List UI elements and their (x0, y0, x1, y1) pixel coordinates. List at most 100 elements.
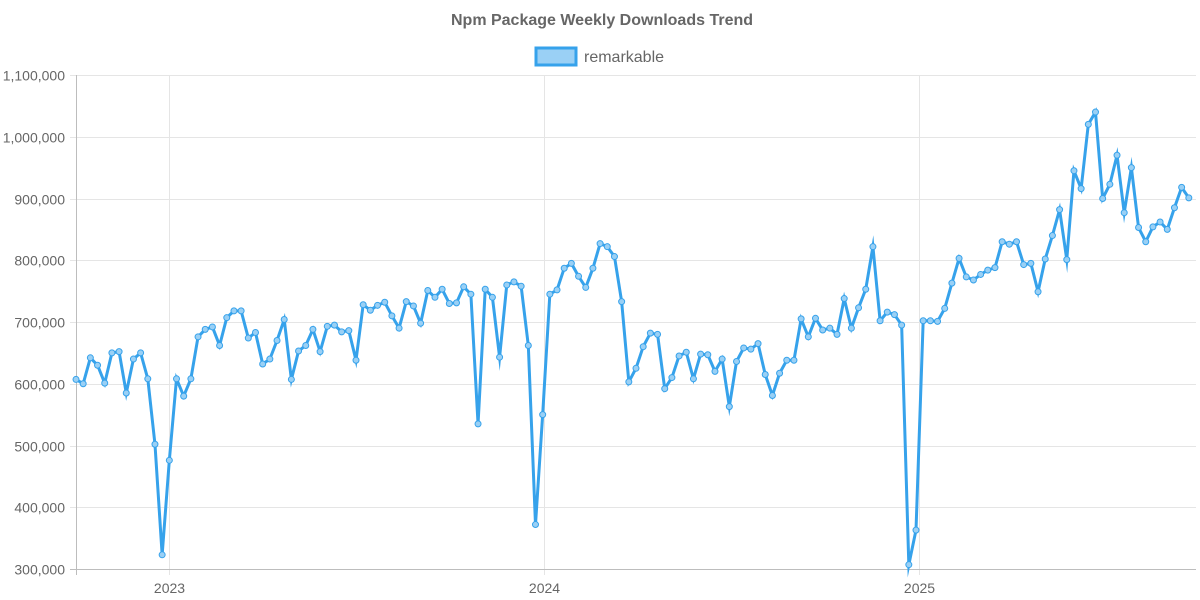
data-point[interactable] (201, 325, 209, 333)
data-point[interactable] (711, 367, 719, 375)
data-point[interactable] (654, 330, 662, 338)
data-point[interactable] (661, 385, 669, 393)
data-point[interactable] (790, 356, 798, 364)
data-point[interactable] (144, 375, 152, 383)
data-point[interactable] (86, 354, 94, 362)
data-point[interactable] (1120, 209, 1128, 217)
data-point[interactable] (733, 358, 741, 366)
data-point[interactable] (1185, 194, 1193, 202)
data-point[interactable] (295, 347, 303, 355)
data-point[interactable] (618, 298, 626, 306)
data-point[interactable] (223, 314, 231, 322)
data-point[interactable] (603, 243, 611, 251)
data-point[interactable] (424, 287, 432, 295)
data-point[interactable] (847, 324, 855, 332)
data-point[interactable] (374, 301, 382, 309)
data-point[interactable] (941, 304, 949, 312)
data-point[interactable] (216, 341, 224, 349)
data-point[interactable] (338, 328, 346, 336)
data-point[interactable] (768, 391, 776, 399)
data-point[interactable] (984, 266, 992, 274)
data-point[interactable] (811, 314, 819, 322)
data-point[interactable] (1041, 255, 1049, 263)
data-point[interactable] (610, 253, 618, 261)
data-point[interactable] (409, 302, 417, 310)
data-point[interactable] (697, 350, 705, 358)
data-point[interactable] (503, 281, 511, 289)
data-point[interactable] (704, 351, 712, 359)
data-point[interactable] (675, 352, 683, 360)
data-point[interactable] (323, 322, 331, 330)
data-point[interactable] (912, 526, 920, 534)
data-point[interactable] (187, 375, 195, 383)
legend[interactable]: remarkable (534, 46, 664, 67)
data-point[interactable] (1084, 120, 1092, 128)
data-point[interactable] (776, 369, 784, 377)
data-point[interactable] (330, 321, 338, 329)
data-point[interactable] (689, 375, 697, 383)
data-point[interactable] (1013, 238, 1021, 246)
data-point[interactable] (230, 307, 238, 315)
data-point[interactable] (1127, 164, 1135, 172)
legend-swatch[interactable] (534, 46, 578, 67)
data-point[interactable] (402, 298, 410, 306)
data-point[interactable] (539, 411, 547, 419)
data-point[interactable] (115, 348, 123, 356)
data-point[interactable] (158, 551, 166, 559)
data-point[interactable] (273, 337, 281, 345)
data-point[interactable] (137, 349, 145, 357)
data-point[interactable] (524, 341, 532, 349)
data-point[interactable] (582, 283, 590, 291)
data-point[interactable] (445, 299, 453, 307)
data-point[interactable] (1005, 240, 1013, 248)
data-point[interactable] (883, 308, 891, 316)
data-point[interactable] (575, 272, 583, 280)
data-point[interactable] (833, 330, 841, 338)
data-point[interactable] (991, 264, 999, 272)
data-point[interactable] (287, 375, 295, 383)
data-point[interactable] (890, 311, 898, 319)
data-point[interactable] (804, 333, 812, 341)
data-point[interactable] (129, 355, 137, 363)
data-point[interactable] (101, 379, 109, 387)
data-point[interactable] (962, 273, 970, 281)
data-point[interactable] (1048, 232, 1056, 240)
data-point[interactable] (1099, 195, 1107, 202)
data-point[interactable] (1142, 238, 1150, 246)
data-point[interactable] (72, 375, 80, 383)
data-point[interactable] (352, 356, 360, 364)
data-point[interactable] (625, 378, 633, 386)
data-point[interactable] (108, 349, 116, 357)
data-point[interactable] (632, 364, 640, 372)
data-point[interactable] (948, 279, 956, 287)
data-point[interactable] (718, 355, 726, 363)
data-point[interactable] (876, 317, 884, 325)
data-point[interactable] (438, 285, 446, 293)
data-point[interactable] (79, 380, 87, 388)
data-point[interactable] (905, 561, 913, 569)
data-point[interactable] (165, 456, 173, 464)
data-point[interactable] (151, 440, 159, 448)
data-point[interactable] (122, 389, 130, 397)
data-point[interactable] (1077, 185, 1085, 193)
data-point[interactable] (682, 348, 690, 356)
data-point[interactable] (1106, 180, 1114, 188)
data-point[interactable] (359, 301, 367, 309)
data-point[interactable] (460, 283, 468, 291)
data-point[interactable] (1178, 183, 1186, 191)
data-point[interactable] (467, 290, 475, 298)
data-point[interactable] (898, 321, 906, 329)
data-point[interactable] (955, 254, 963, 262)
data-point[interactable] (840, 295, 848, 303)
data-point[interactable] (208, 323, 216, 331)
data-point[interactable] (453, 299, 461, 307)
data-point[interactable] (510, 278, 518, 286)
data-point[interactable] (309, 325, 317, 333)
data-point[interactable] (237, 307, 245, 315)
data-point[interactable] (488, 293, 496, 301)
data-point[interactable] (388, 312, 396, 320)
data-point[interactable] (725, 403, 733, 411)
data-point[interactable] (567, 259, 575, 267)
data-point[interactable] (919, 317, 927, 325)
data-point[interactable] (639, 343, 647, 351)
